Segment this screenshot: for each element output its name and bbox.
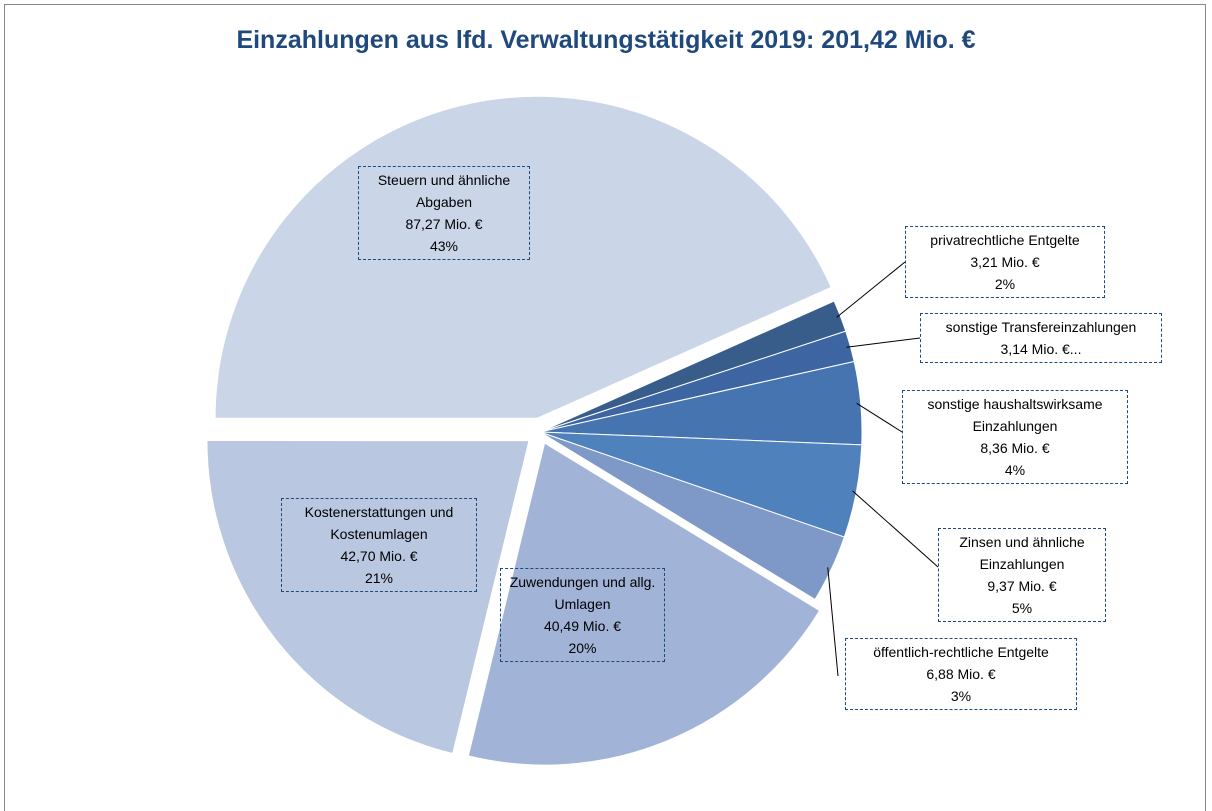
pie-slice — [206, 440, 530, 755]
label-text: 40,49 Mio. € — [543, 618, 622, 634]
data-label: Steuern und ähnliche Abgaben 87,27 Mio. €… — [358, 166, 530, 260]
label-text: 4% — [1004, 462, 1026, 478]
label-text: 43% — [429, 238, 459, 254]
data-label: sonstige haushaltswirksame Einzahlungen 8… — [902, 390, 1128, 484]
data-label: Zuwendungen und allg. Umlagen 40,49 Mio. … — [500, 568, 665, 662]
label-text: sonstige haushaltswirksame Einzahlungen — [927, 396, 1103, 434]
label-text: 2% — [994, 276, 1016, 292]
label-text: 3,14 Mio. €... — [1000, 341, 1082, 357]
label-text: Zinsen und ähnliche Einzahlungen — [959, 534, 1085, 572]
label-text: Kostenerstattungen und Kostenumlagen — [304, 504, 454, 542]
label-text: öffentlich-rechtliche Entgelte — [873, 644, 1049, 660]
chart-title: Einzahlungen aus lfd. Verwaltungstätigke… — [236, 26, 976, 54]
data-label: öffentlich-rechtliche Entgelte 6,88 Mio. … — [845, 638, 1077, 710]
data-label: Zinsen und ähnliche Einzahlungen 9,37 Mio… — [938, 528, 1106, 622]
label-text: 21% — [364, 570, 394, 586]
pie-slice — [214, 95, 832, 419]
pie-slice — [539, 431, 846, 601]
label-text: 42,70 Mio. € — [340, 548, 418, 564]
label-text: 9,37 Mio. € — [987, 578, 1057, 594]
label-text: 6,88 Mio. € — [926, 666, 996, 682]
label-text: privatrechtliche Entgelte — [930, 232, 1080, 248]
label-text: 87,27 Mio. € — [405, 216, 483, 232]
label-text: 20% — [568, 640, 597, 656]
data-label: sonstige Transfereinzahlungen 3,14 Mio. €… — [920, 313, 1162, 363]
chart-frame — [4, 4, 1206, 811]
label-text: Zuwendungen und allg. Umlagen — [509, 574, 656, 612]
label-text: Steuern und ähnliche Abgaben — [377, 172, 511, 210]
leader-line — [856, 402, 903, 433]
pie-slice — [467, 442, 821, 766]
data-label: privatrechtliche Entgelte 3,21 Mio. € 2% — [905, 226, 1105, 298]
label-text: 3,21 Mio. € — [970, 254, 1040, 270]
leader-line — [852, 490, 939, 568]
label-text: sonstige Transfereinzahlungen — [945, 319, 1137, 335]
label-text: 8,36 Mio. € — [980, 440, 1050, 456]
label-text: 3% — [950, 688, 972, 704]
label-text: 5% — [1011, 600, 1033, 616]
leader-line — [846, 337, 921, 348]
leader-line — [827, 567, 839, 677]
leader-line — [836, 261, 906, 318]
data-label: Kostenerstattungen und Kostenumlagen 42,7… — [281, 498, 477, 592]
